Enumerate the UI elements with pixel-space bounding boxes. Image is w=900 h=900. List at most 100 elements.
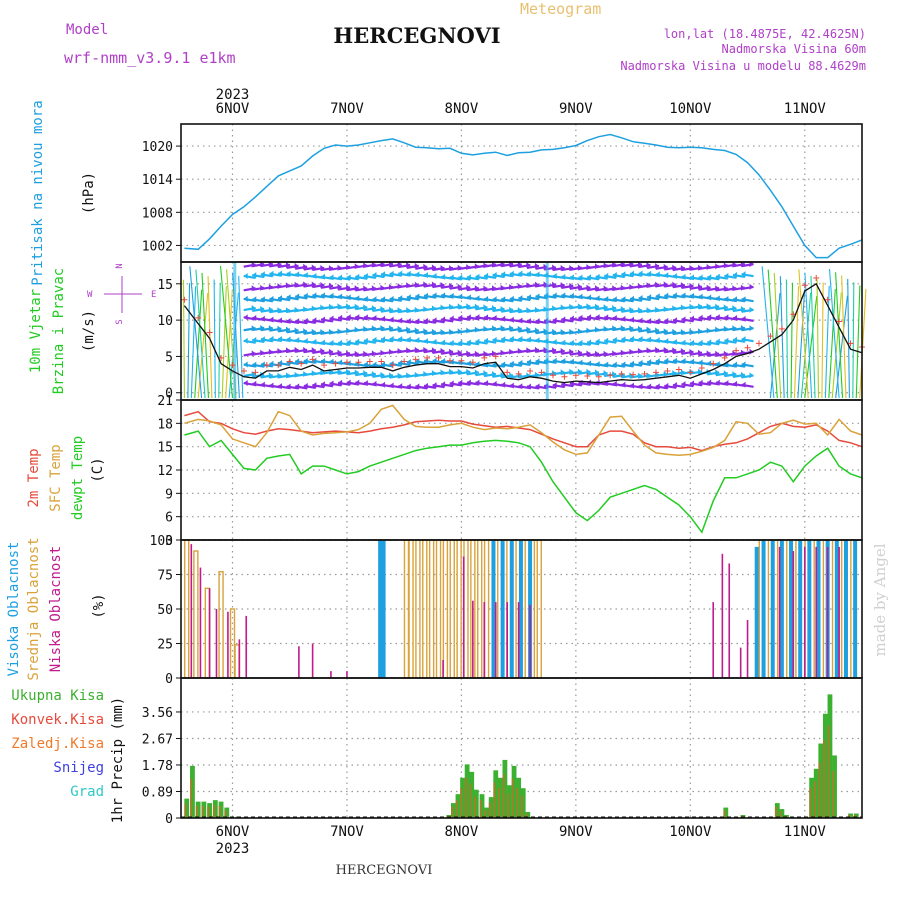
cloud-bar-low (346, 671, 348, 678)
wind-arrowhead (509, 382, 514, 389)
wind-arrowhead (620, 306, 625, 313)
wind-arrowhead (689, 282, 694, 289)
y-tick-label: 9 (165, 487, 173, 502)
cloud-bar-low (506, 602, 508, 678)
wind-arrowhead (681, 273, 686, 280)
precip-bar-conv (520, 795, 524, 818)
y-tick-label: 0.89 (142, 785, 173, 800)
wind-arrow (761, 266, 775, 399)
wind-arrowhead (535, 318, 540, 325)
cloud-bar-low (826, 546, 829, 678)
wind-arrowhead (646, 326, 651, 333)
wind-arrowhead (647, 336, 652, 343)
wind-gust-marker (492, 353, 499, 360)
cloud-bar-mid (477, 539, 483, 679)
wind-arrowhead (423, 317, 428, 324)
wind-arrowhead (441, 357, 446, 364)
wind-arrowhead (354, 369, 359, 376)
precip-bar (464, 764, 470, 818)
wind-arrowhead (449, 315, 454, 322)
precip-bar-conv (484, 810, 487, 818)
cloud-bar-low (208, 588, 211, 678)
precip-bar-conv (497, 787, 501, 818)
wind-arrowhead (526, 262, 531, 269)
y-tick-label: 0 (165, 672, 173, 687)
wind-gust-marker (181, 296, 188, 303)
wind-arrowhead (560, 347, 565, 354)
temp-axis-title-2m: 2m Temp (26, 448, 42, 507)
cloud-bar-low (238, 639, 241, 678)
wind-gust-marker (744, 344, 751, 351)
cloud-bar-low (442, 660, 444, 678)
wind-arrowhead (612, 315, 617, 322)
wind-arrow (824, 285, 830, 399)
wind-arrowhead (707, 339, 712, 346)
precip-bar-conv (853, 814, 857, 818)
precip-bar (493, 770, 499, 818)
wind-arrowhead (363, 361, 368, 368)
wind-arrow (207, 276, 213, 399)
wind-arrowhead (672, 357, 677, 364)
y-tick-label: 3 (165, 534, 173, 549)
wind-arrowhead (346, 294, 351, 301)
wind-arrowhead (578, 293, 583, 300)
wind-arrowhead (320, 347, 325, 354)
wind-arrowhead (252, 336, 257, 343)
temp-axis-title-sfc: SFC Temp (48, 444, 64, 511)
wind-arrowhead (441, 292, 446, 299)
wind-arrowhead (492, 272, 497, 279)
wind-arrowhead (552, 292, 557, 299)
wind-arrowhead (535, 271, 540, 278)
wind-arrowhead (329, 380, 334, 387)
cloud-bar-high (779, 540, 784, 678)
wind-arrowhead (475, 379, 480, 386)
wind-arrowhead (681, 292, 686, 299)
wind-gust-marker (801, 282, 808, 289)
precip-bar (497, 777, 503, 818)
wind-arrowhead (466, 339, 471, 346)
wind-arrowhead (381, 315, 386, 322)
wind-gust-marker (549, 372, 556, 379)
wind-arrowhead (535, 358, 540, 365)
wind-gust-marker (195, 314, 202, 321)
wind-arrowhead (569, 292, 574, 299)
wind-arrowhead (355, 379, 360, 386)
wind-arrowhead (389, 335, 394, 342)
wind-arrowhead (303, 317, 308, 324)
wind-arrowhead (724, 361, 729, 368)
wind-arrowhead (278, 383, 283, 390)
wind-arrowhead (664, 292, 669, 299)
wind-arrowhead (732, 371, 737, 378)
wind-arrowhead (440, 347, 445, 354)
wind-arrowhead (381, 296, 386, 303)
wind-arrowhead (371, 371, 376, 378)
wind-arrowhead (690, 339, 695, 346)
wind-arrowhead (355, 273, 360, 280)
wind-arrowhead (492, 296, 497, 303)
wind-arrow (189, 266, 203, 399)
wind-arrowhead (526, 326, 531, 333)
wind-arrowhead (406, 336, 411, 343)
precip-bar-conv (779, 811, 782, 818)
cloud-bar-low (190, 544, 193, 678)
wind-arrowhead (338, 293, 343, 300)
wind-arrowhead (595, 314, 600, 321)
wind-arrowhead (577, 283, 582, 290)
precip-bar (224, 807, 230, 818)
wind-arrowhead (749, 325, 754, 332)
wind-arrowhead (406, 294, 411, 301)
wind-arrowhead (647, 317, 652, 324)
precip-bar (460, 777, 465, 818)
wind-gust-marker (275, 362, 282, 369)
wind-arrowhead (252, 296, 257, 303)
wind-gust-marker (710, 360, 717, 367)
wind-arrowhead (655, 337, 660, 344)
wind-arrowhead (260, 361, 265, 368)
wind-gust-marker (538, 369, 545, 376)
wind-arrowhead (535, 293, 540, 300)
precip-bar (848, 813, 853, 818)
wind-arrowhead (732, 380, 737, 387)
precip-bar (455, 794, 461, 818)
y-tick-label: 0 (165, 812, 173, 827)
wind-arrowhead (355, 314, 360, 321)
